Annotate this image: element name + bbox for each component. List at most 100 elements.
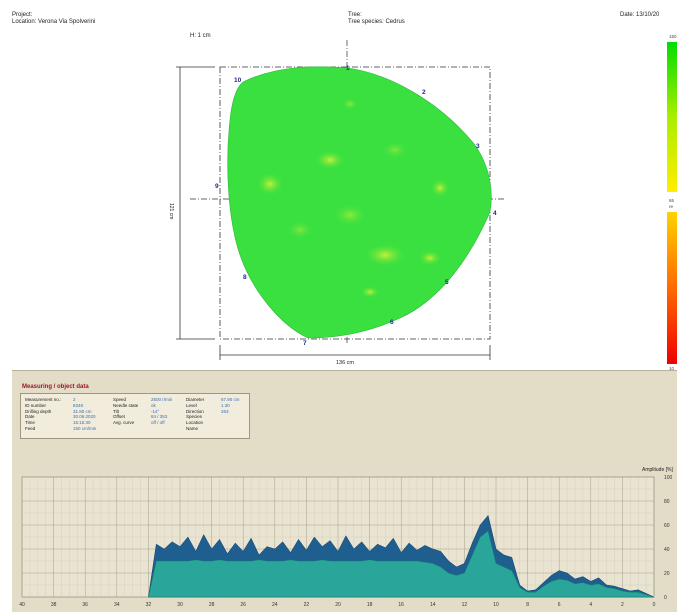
meta-cell: 150 cm/min (73, 425, 97, 431)
col2-labels: Speed Needle state Tilt Offset Avg. curve (113, 397, 138, 426)
species-text: Tree species: Cedrus (348, 19, 405, 25)
colorbar-top-label: 150 (669, 34, 677, 39)
point-label: 2 (422, 89, 426, 96)
x-tick-label: 10 (493, 602, 499, 608)
x-tick-label: 30 (177, 602, 183, 608)
colorbar-mid-label: 65 (669, 198, 675, 203)
meta-cell: Measurement no.: (25, 397, 62, 402)
point-label: 7 (303, 340, 307, 347)
point-label: 10 (234, 77, 242, 84)
point-label: 8 (243, 274, 247, 281)
meta-cell: Tilt (113, 408, 119, 414)
x-tick-label: 28 (209, 602, 215, 608)
meta-cell: 84 / 353 (151, 414, 168, 420)
density-spot (256, 172, 284, 196)
location-text: Location: Verona Via Spolverini (12, 19, 96, 25)
y-tick-label: 100 (664, 475, 673, 481)
meta-cell: Date (25, 414, 35, 420)
height-label: H: 1 cm (190, 33, 211, 39)
trunk-cross-section (227, 66, 492, 339)
x-tick-label: 36 (82, 602, 88, 608)
x-tick-label: 2 (621, 602, 624, 608)
colorbar-mid-label-2: re (669, 204, 673, 209)
meta-cell: 2500 r/min (151, 397, 173, 402)
x-tick-label: 14 (430, 602, 436, 608)
meta-cell: 15:15:30 (73, 420, 91, 426)
meta-cell: Location (186, 420, 204, 426)
x-tick-label: 38 (51, 602, 57, 608)
x-tick-label: 4 (589, 602, 592, 608)
meta-cell: 2 (73, 397, 76, 402)
meta-cell: Feed (25, 425, 36, 431)
tomogram-plot: 121 cm 136 cm 1 2 3 4 5 6 7 8 9 10 150 6… (168, 34, 677, 370)
meta-cell: 67.90 cm (221, 397, 240, 402)
point-label: 5 (445, 279, 449, 286)
point-label: 6 (390, 319, 394, 326)
meta-cell: Species (186, 414, 203, 420)
y-tick-label: 20 (664, 571, 670, 577)
x-tick-label: 24 (272, 602, 278, 608)
col3-labels: Diameter Level Direction Species Location Nam… (186, 397, 204, 432)
y-tick-label: 40 (664, 547, 670, 553)
meta-cell: Direction (186, 408, 204, 414)
x-tick-label: 0 (653, 602, 656, 608)
measurement-panel: Measuring / object data Measurement no.:… (12, 370, 677, 612)
meta-cell: 1.30 (221, 402, 230, 408)
colorbar-bottom-label: 10 (669, 366, 675, 370)
x-tick-label: 34 (114, 602, 120, 608)
col1-labels: Measurement no.: ID number Drilling depth D… (25, 397, 61, 432)
y-tick-label: 60 (664, 523, 670, 529)
meta-cell: Time (25, 420, 35, 426)
meta-cell: ok (151, 402, 156, 408)
panel-title: Measuring / object data (22, 384, 89, 390)
object-data-box: Measurement no.: ID number Drilling depth D… (20, 393, 250, 439)
x-tick-label: 8 (526, 602, 529, 608)
meta-cell: Drilling depth (25, 408, 52, 414)
meta-cell (221, 426, 240, 432)
point-label: 4 (493, 210, 497, 217)
x-tick-label: 6 (558, 602, 561, 608)
point-label: 9 (215, 183, 219, 190)
series-area-1 (148, 530, 655, 598)
project-label: Project: (12, 12, 33, 18)
x-tick-label: 18 (367, 602, 373, 608)
colorbar-lower (667, 212, 677, 364)
section-frame (219, 66, 491, 340)
meta-cell: Name (186, 425, 199, 431)
amplitude-chart: 40 38 36 34 32 30 28 26 24 22 20 18 16 14 12 10 8 6 4 2 0100… (19, 475, 673, 608)
meta-cell: Diameter (186, 397, 205, 402)
colorbar-upper (667, 42, 677, 192)
width-dimension-label: 136 cm (336, 360, 354, 366)
meta-cell: Offset (113, 414, 125, 420)
x-tick-label: 20 (335, 602, 341, 608)
x-tick-label: 22 (304, 602, 310, 608)
meta-cell: ID number (25, 402, 47, 408)
x-tick-label: 16 (398, 602, 404, 608)
meta-cell: Needle state (113, 402, 139, 408)
meta-cell: 31.80 cm (73, 408, 92, 414)
measurement-points: 1 2 3 4 5 6 7 8 9 10 (215, 65, 497, 347)
x-tick-label: 12 (462, 602, 468, 608)
y-tick-label: 0 (664, 595, 667, 601)
meta-cell: 30.06.2020 (73, 414, 96, 420)
meta-cell: Speed (113, 397, 127, 402)
col2-values: 2500 r/min ok -14° 84 / 353 off / off (151, 397, 172, 426)
col1-values: 2 8348 31.80 cm 30.06.2020 15:15:30 150 cm/mi… (73, 397, 96, 432)
meta-cell: -14° (151, 408, 160, 414)
side-dimension-label: 121 cm (168, 203, 174, 219)
date-text: Date: 13/10/20 (620, 12, 660, 18)
x-tick-label: 32 (146, 602, 152, 608)
point-label: 3 (476, 143, 480, 150)
meta-cell: 8348 (73, 402, 84, 408)
y-axis-label: Amplitude [%] (642, 467, 673, 473)
meta-cell: off / off (151, 420, 165, 426)
x-tick-label: 26 (240, 602, 246, 608)
x-tick-label: 40 (19, 602, 25, 608)
tree-label: Tree: (348, 12, 362, 18)
meta-cell: Level (186, 402, 197, 408)
point-label: 1 (346, 65, 350, 72)
col3-values: 67.90 cm 1.30 263 (221, 397, 240, 432)
meta-cell: Avg. curve (113, 420, 135, 426)
meta-cell: 263 (221, 408, 229, 414)
y-tick-label: 80 (664, 499, 670, 505)
